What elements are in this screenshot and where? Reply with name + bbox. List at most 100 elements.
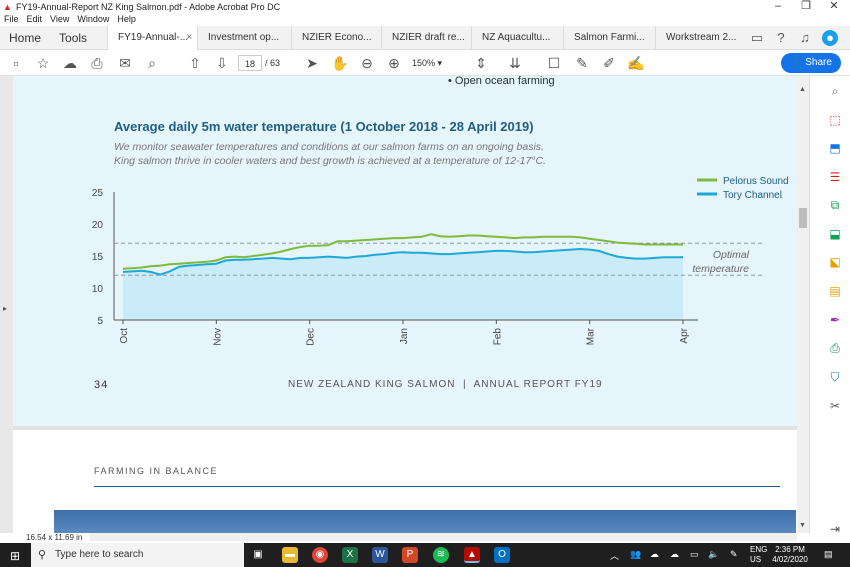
doc-tab[interactable]: Salmon Farmi... — [563, 25, 655, 50]
close-window-button[interactable]: ✕ — [829, 0, 839, 12]
fit-page-icon[interactable]: ⇕ — [475, 55, 487, 71]
doc-tab[interactable]: NZIER Econo... — [291, 25, 381, 50]
search-icon[interactable]: ⌕ — [831, 84, 839, 98]
minimize-button[interactable]: – — [774, 0, 782, 12]
create-pdf-icon[interactable]: ⬚ — [829, 113, 841, 127]
home-tab[interactable]: Home — [9, 30, 42, 45]
horizontal-scrollbar[interactable] — [13, 533, 797, 541]
doc-tab[interactable]: Investment op... — [197, 25, 291, 50]
volume-icon[interactable]: 🔈 — [708, 549, 720, 559]
print-icon[interactable]: ⎙ — [91, 55, 103, 71]
doc-tab[interactable]: NZ Aquacultu... — [471, 25, 563, 50]
doc-tab-active[interactable]: FY19-Annual-... × — [107, 25, 198, 50]
select-cursor-icon[interactable]: ➤ — [306, 55, 318, 71]
doc-tab[interactable]: NZIER draft re... — [381, 25, 471, 50]
network-icon[interactable]: ▭ — [690, 549, 699, 559]
compress-icon[interactable]: ⬓ — [829, 227, 841, 241]
edit-pdf-icon[interactable]: ⬕ — [829, 255, 841, 269]
next-page-icon[interactable]: ⇩ — [216, 55, 228, 71]
pdf-page: FARMING IN BALANCE — [13, 430, 797, 533]
acrobat-app-icon: ▲ — [3, 2, 12, 12]
menu-view[interactable]: View — [50, 14, 70, 24]
acrobat-taskbar-icon[interactable]: ▲ — [464, 547, 480, 563]
left-panel-toggle[interactable]: ▸ — [0, 76, 13, 533]
comment-tool-icon[interactable]: ▤ — [829, 284, 841, 298]
search-icon[interactable]: ⌕ — [148, 55, 156, 71]
scroll-up-icon[interactable]: ▲ — [799, 86, 806, 93]
scroll-mode-icon[interactable]: ⇊ — [509, 55, 521, 71]
bullet-text: Open ocean farming — [454, 76, 555, 87]
combine-files-icon[interactable]: ⧉ — [830, 198, 840, 212]
onedrive-icon[interactable]: ☁ — [650, 549, 659, 559]
add-comment-icon[interactable]: ☐ — [547, 55, 561, 71]
windows-taskbar: ⊞ ⚲ Type here to search ▣ ▬ ◉ X W P ≋ ▲ … — [0, 543, 850, 567]
powerpoint-icon[interactable]: P — [402, 547, 418, 563]
task-view-icon[interactable]: ▣ — [253, 549, 263, 560]
language-indicator[interactable]: ENG US — [750, 545, 767, 565]
doc-tab-label: FY19-Annual-... — [118, 31, 189, 43]
zoom-select[interactable]: 150% ▾ — [412, 58, 443, 68]
tray-chevron-icon[interactable]: ︿ — [610, 551, 620, 561]
highlight-pen-icon[interactable]: ✎ — [576, 55, 588, 71]
outlook-icon[interactable]: O — [494, 547, 510, 563]
tools-tab[interactable]: Tools — [59, 30, 88, 45]
export-pdf-icon[interactable]: ⬒ — [829, 141, 841, 155]
series-lines — [122, 233, 683, 276]
scroll-thumb[interactable] — [799, 208, 807, 228]
clock[interactable]: 2:36 PM 4/02/2020 — [770, 545, 810, 565]
user-avatar-icon[interactable]: ● — [822, 30, 838, 46]
email-icon[interactable]: ✉ — [119, 55, 131, 71]
word-icon[interactable]: W — [372, 547, 388, 563]
excel-icon[interactable]: X — [342, 547, 358, 563]
maximize-button[interactable]: ❐ — [801, 0, 811, 12]
collapse-pane-icon[interactable]: ⇥ — [829, 522, 841, 536]
zoom-in-icon[interactable]: ⊕ — [388, 55, 400, 71]
share-button[interactable]: 👤 Share — [781, 53, 841, 73]
taskbar-search[interactable]: ⚲ Type here to search — [31, 543, 244, 567]
page-number-input[interactable]: 18 — [238, 55, 262, 71]
chrome-icon[interactable]: ◉ — [312, 547, 328, 563]
comment-icon[interactable]: ▭ — [750, 30, 764, 45]
menu-help[interactable]: Help — [117, 14, 136, 24]
file-explorer-icon[interactable]: ▬ — [282, 547, 298, 563]
menu-window[interactable]: Window — [77, 14, 110, 24]
protect-icon[interactable]: ⛉ — [830, 370, 840, 384]
draw-icon[interactable]: ✐ — [603, 55, 615, 71]
close-tab-icon[interactable]: × — [186, 31, 193, 43]
action-center-icon[interactable]: ▤ — [824, 549, 833, 559]
y-tick-label: 25 — [92, 188, 104, 199]
print-production-icon[interactable]: ⎙ — [830, 341, 840, 355]
menu-edit[interactable]: Edit — [26, 14, 43, 24]
vertical-scrollbar[interactable]: ▲ ▼ — [797, 76, 809, 533]
chart-subtitle: We monitor seawater temperatures and con… — [114, 140, 634, 168]
upload-cloud-icon[interactable]: ☁ — [63, 55, 77, 71]
onedrive-personal-icon[interactable]: ☁ — [670, 549, 679, 559]
fill-sign-icon[interactable]: ✍ — [627, 55, 645, 71]
help-icon[interactable]: ? — [777, 30, 785, 45]
x-tick-label: Dec — [306, 328, 317, 346]
organize-pages-icon[interactable]: ☰ — [829, 170, 841, 184]
x-tick-label: Nov — [212, 328, 223, 346]
hand-tool-icon[interactable]: ✋ — [331, 55, 349, 71]
search-placeholder: Type here to search — [55, 549, 144, 560]
expand-arrow-icon: ▸ — [3, 304, 8, 313]
save-icon[interactable]: ▫ — [13, 55, 19, 71]
x-tick-label: Apr — [679, 327, 690, 343]
windows-start-icon[interactable]: ⊞ — [10, 549, 21, 563]
menu-file[interactable]: File — [4, 14, 19, 24]
previous-page-icon[interactable]: ⇧ — [189, 55, 201, 71]
more-tools-icon[interactable]: ✂ — [829, 399, 841, 413]
toolbar: ▫ ☆ ☁ ⎙ ✉ ⌕ ⇧ ⇩ 18 / 63 ➤ ✋ ⊖ ⊕ 150% ▾ ⇕… — [0, 50, 850, 76]
bookmark-star-icon[interactable]: ☆ — [36, 55, 50, 71]
fill-sign-tool-icon[interactable]: ✒ — [829, 313, 841, 327]
people-icon[interactable]: 👥 — [630, 549, 642, 559]
tab-bar: Home Tools FY19-Annual-... × Investment … — [0, 25, 850, 50]
zoom-out-icon[interactable]: ⊖ — [361, 55, 373, 71]
notifications-icon[interactable]: ♫ — [800, 30, 810, 45]
spotify-icon[interactable]: ≋ — [433, 547, 449, 563]
doc-tab[interactable]: Workstream 2... — [655, 25, 745, 50]
x-axis: Oct Nov Dec Jan Feb Mar Apr — [114, 319, 698, 346]
scroll-down-icon[interactable]: ▼ — [799, 522, 806, 529]
document-view[interactable]: • Open ocean farming Average daily 5m wa… — [13, 76, 797, 533]
pen-icon[interactable]: ✎ — [730, 549, 738, 559]
